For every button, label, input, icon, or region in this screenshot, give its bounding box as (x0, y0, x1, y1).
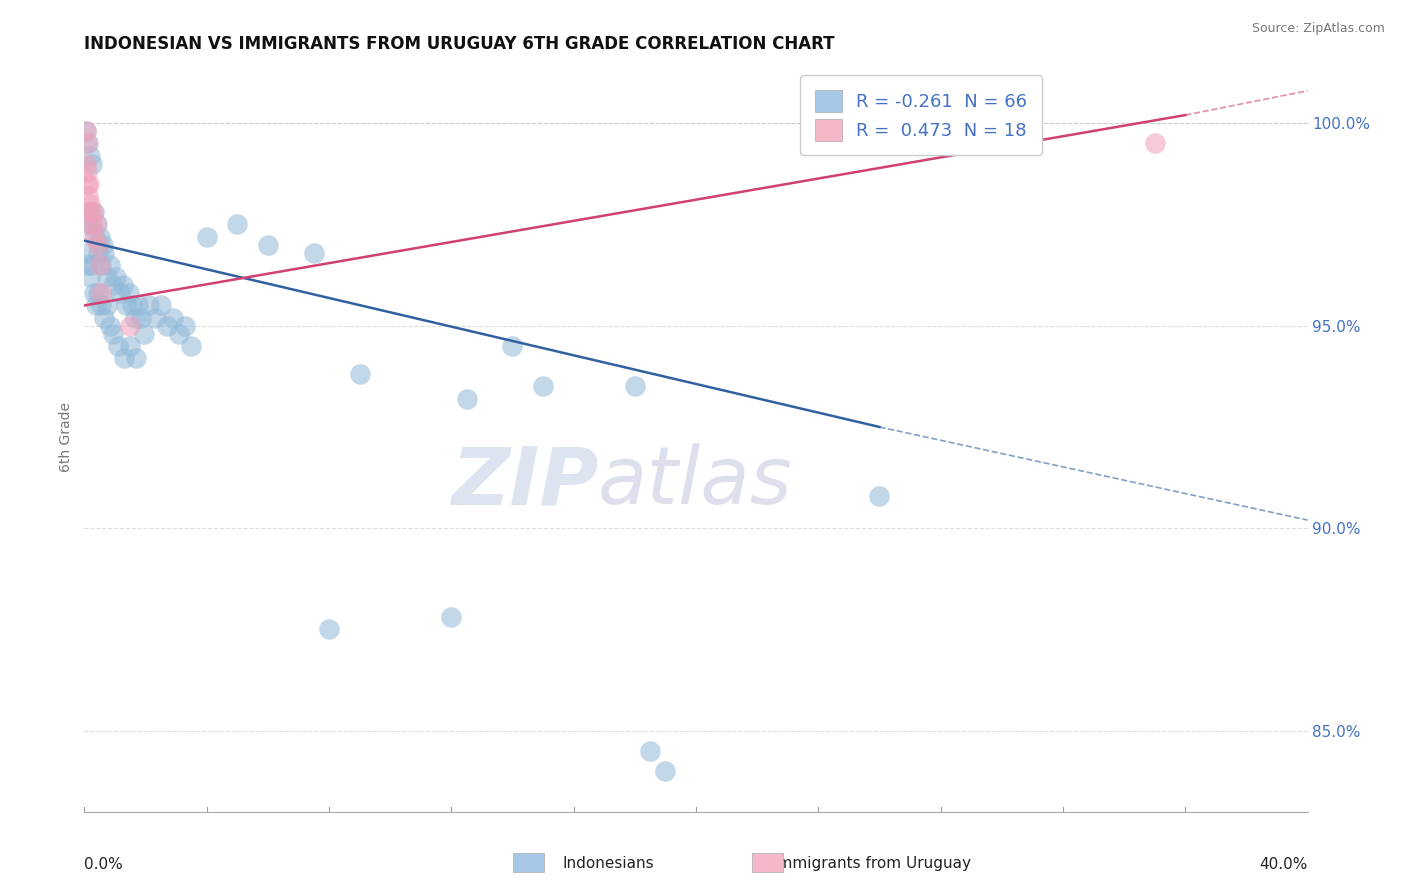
Point (120, 339, 142, 353)
Point (98, 318, 121, 333)
Point (75, 124, 97, 138)
Point (531, 379, 554, 393)
Point (77, 258, 100, 272)
Text: 40.0%: 40.0% (1260, 856, 1308, 871)
Legend: R = -0.261  N = 66, R =  0.473  N = 18: R = -0.261 N = 66, R = 0.473 N = 18 (800, 75, 1042, 155)
Point (502, 339, 524, 353)
Point (77, 136, 100, 151)
Point (127, 298, 149, 312)
Point (77, 189, 100, 203)
Point (96, 270, 118, 285)
Point (156, 318, 179, 333)
Point (80, 258, 103, 272)
Point (91, 237, 114, 252)
Point (79, 197, 101, 211)
Text: 0.0%: 0.0% (84, 856, 124, 871)
Point (167, 326, 190, 341)
Point (105, 270, 128, 285)
Point (79, 148, 101, 162)
Point (77, 205, 100, 219)
Point (76, 177, 98, 191)
Point (143, 310, 166, 325)
Y-axis label: 6th Grade: 6th Grade (59, 402, 73, 472)
Point (87, 245, 110, 260)
Point (302, 245, 325, 260)
Point (98, 258, 121, 272)
Point (90, 286, 112, 301)
Point (174, 318, 197, 333)
Point (120, 318, 142, 333)
Point (257, 237, 280, 252)
Point (149, 298, 172, 312)
Point (84, 298, 107, 312)
Point (869, 489, 891, 503)
Point (624, 379, 647, 393)
Point (107, 339, 129, 353)
Point (124, 310, 146, 325)
Point (638, 744, 661, 758)
Point (76, 136, 98, 151)
Point (93, 310, 115, 325)
Point (103, 326, 125, 341)
Point (118, 286, 141, 301)
Point (440, 610, 463, 624)
Point (76, 245, 98, 260)
Point (84, 229, 107, 244)
Point (138, 298, 160, 312)
Point (79, 205, 101, 219)
Text: Indonesians: Indonesians (562, 856, 654, 871)
Point (87, 286, 110, 301)
Point (75, 157, 97, 171)
Point (80, 218, 103, 232)
Point (121, 298, 143, 312)
Point (77, 177, 100, 191)
Point (80, 157, 103, 171)
Point (132, 326, 155, 341)
Point (654, 764, 676, 779)
Point (83, 229, 105, 244)
Point (180, 339, 202, 353)
Point (108, 286, 131, 301)
Point (111, 278, 134, 293)
Point (83, 286, 105, 301)
Point (349, 368, 371, 382)
Point (125, 351, 148, 365)
Point (86, 218, 108, 232)
Point (226, 218, 249, 232)
Point (79, 270, 101, 285)
Point (80, 218, 103, 232)
Point (83, 205, 105, 219)
Text: ZIP: ZIP (451, 443, 598, 521)
Point (103, 278, 125, 293)
Point (96, 298, 118, 312)
Point (93, 245, 115, 260)
Point (76, 165, 98, 179)
Point (89, 229, 111, 244)
Point (318, 623, 340, 637)
Point (87, 237, 110, 252)
Point (90, 258, 112, 272)
Text: INDONESIAN VS IMMIGRANTS FROM URUGUAY 6TH GRADE CORRELATION CHART: INDONESIAN VS IMMIGRANTS FROM URUGUAY 6T… (84, 35, 835, 53)
Point (456, 392, 478, 406)
Text: atlas: atlas (598, 443, 793, 521)
Point (162, 310, 184, 325)
Text: Immigrants from Uruguay: Immigrants from Uruguay (773, 856, 972, 871)
Point (1143, 136, 1166, 151)
Point (112, 351, 135, 365)
Point (90, 298, 112, 312)
Point (89, 258, 111, 272)
Point (84, 218, 107, 232)
Point (76, 218, 98, 232)
Point (129, 310, 152, 325)
Point (75, 124, 97, 138)
Text: Source: ZipAtlas.com: Source: ZipAtlas.com (1251, 22, 1385, 36)
Point (82, 205, 104, 219)
Point (195, 229, 218, 244)
Point (114, 298, 136, 312)
